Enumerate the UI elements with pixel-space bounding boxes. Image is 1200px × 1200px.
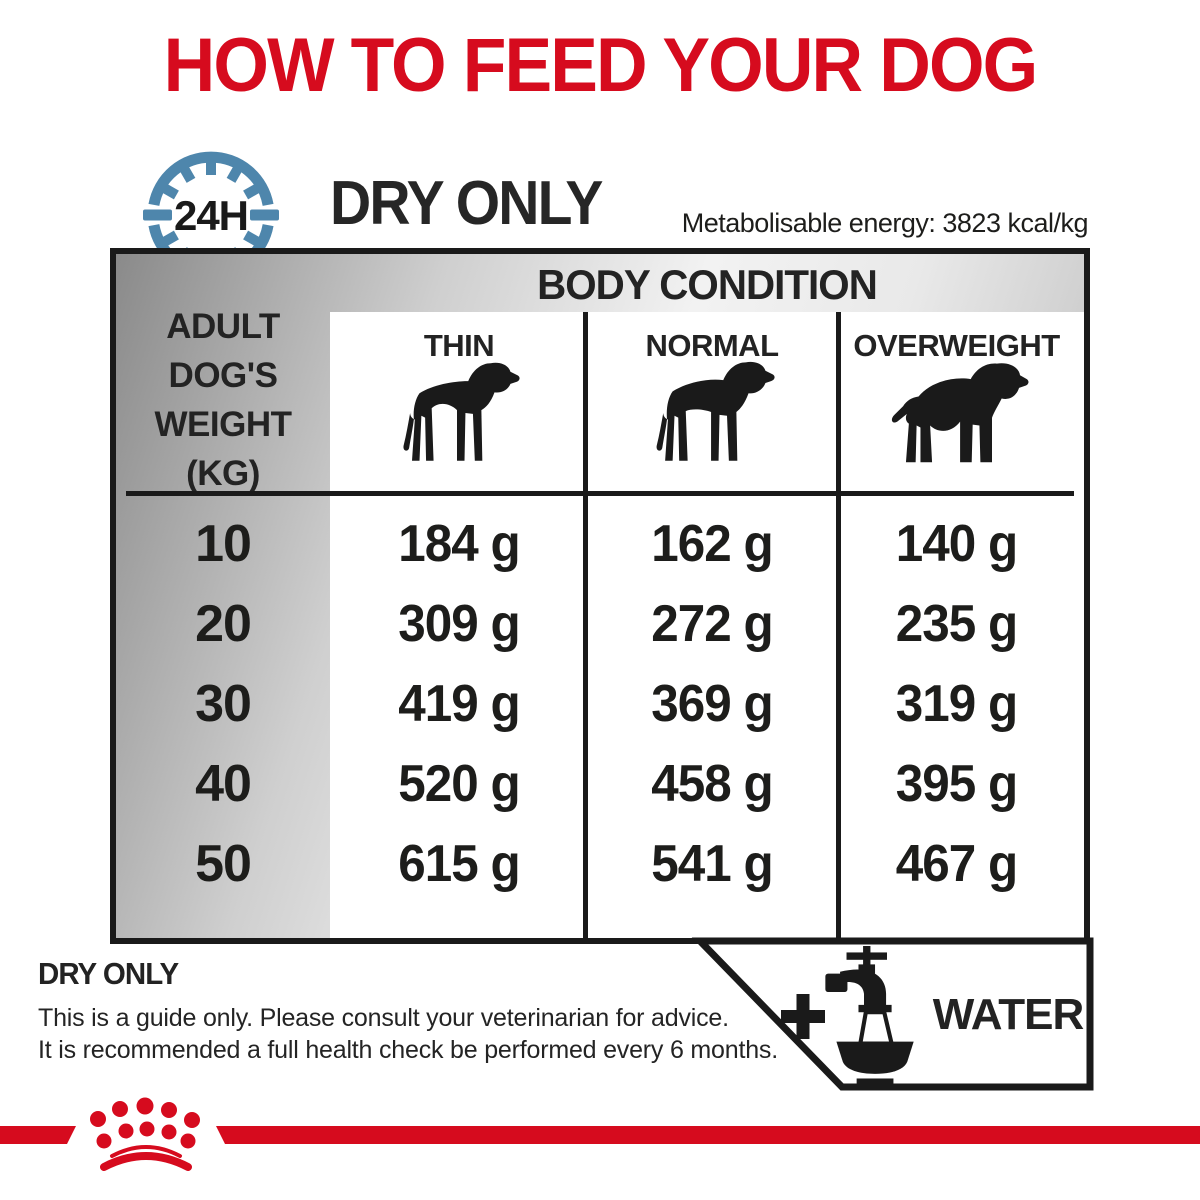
overweight-dog-icon: [891, 363, 1029, 463]
clock-24h-icon: 24H: [142, 146, 280, 284]
water-tap-icon: [825, 946, 914, 1084]
table-row: 50 615 g 541 g 467 g: [116, 824, 1084, 904]
weight-column-header: ADULT DOG'S WEIGHT (KG): [116, 302, 330, 498]
column-header-normal: NORMAL: [645, 328, 779, 363]
metabolisable-energy: Metabolisable energy: 3823 kcal/kg: [681, 208, 1089, 239]
footnote-title: DRY ONLY: [38, 956, 179, 991]
page-title: HOW TO FEED YOUR DOG: [163, 23, 1039, 108]
weight-header-line: DOG'S: [168, 356, 278, 395]
footnote-line: It is recommended a full health check be…: [38, 1036, 778, 1064]
weight-header-line: ADULT: [166, 307, 280, 346]
column-divider: [836, 312, 841, 938]
ration-normal: 541 g: [651, 835, 774, 893]
ration-normal: 162 g: [651, 515, 774, 573]
header-divider-rule: [126, 491, 1074, 496]
energy-label: Metabolisable energy:: [681, 208, 936, 238]
table-row: 30 419 g 369 g 319 g: [116, 664, 1084, 744]
table-row: 20 309 g 272 g 235 g: [116, 584, 1084, 664]
ration-overweight: 235 g: [895, 595, 1019, 653]
ration-overweight: 140 g: [895, 515, 1019, 573]
ration-thin: 419 g: [398, 675, 521, 733]
body-condition-header: BODY CONDITION: [537, 261, 878, 308]
column-header-thin: THIN: [423, 328, 495, 363]
table-row: 40 520 g 458 g 395 g: [116, 744, 1084, 824]
clock-24h-svg: 24H: [143, 151, 279, 279]
ration-overweight: 395 g: [895, 755, 1019, 813]
normal-dog-icon: [656, 361, 775, 461]
weight-header-line: (KG): [186, 454, 260, 493]
water-panel-svg: WATER: [691, 937, 1094, 1091]
energy-value: 3823 kcal/kg: [942, 208, 1088, 238]
feeding-mode-heading: DRY ONLY: [330, 169, 603, 238]
column-header-overweight: OVERWEIGHT: [853, 328, 1060, 363]
clock-label: 24H: [174, 192, 248, 239]
ration-normal: 458 g: [651, 755, 774, 813]
brand-rule-right: [216, 1126, 1200, 1144]
weight-value: 10: [195, 515, 252, 573]
water-panel-shape: [691, 937, 1094, 1091]
footnote-line: This is a guide only. Please consult you…: [38, 1004, 729, 1032]
ration-normal: 369 g: [651, 675, 774, 733]
column-divider: [583, 312, 588, 938]
feeding-table: BODY CONDITION ADULT DOG'S WEIGHT (KG) T…: [110, 248, 1090, 944]
table-row: 10 184 g 162 g 140 g: [116, 504, 1084, 584]
weight-value: 40: [195, 755, 252, 813]
ration-thin: 309 g: [398, 595, 521, 653]
ration-overweight: 319 g: [895, 675, 1019, 733]
weight-value: 20: [195, 595, 252, 653]
brand-rule-left: [0, 1126, 76, 1144]
plus-icon: [781, 994, 825, 1039]
water-label: WATER: [933, 990, 1084, 1039]
weight-header-line: WEIGHT: [154, 405, 292, 444]
weight-value: 30: [195, 675, 252, 733]
royal-canin-crown-logo: [0, 1097, 1200, 1171]
water-callout-panel: WATER: [690, 932, 1098, 1096]
ration-thin: 520 g: [398, 755, 521, 813]
ration-thin: 615 g: [398, 835, 521, 893]
brand-footer: [0, 1095, 1200, 1200]
ration-thin: 184 g: [398, 515, 521, 573]
ration-overweight: 467 g: [895, 835, 1019, 893]
ration-normal: 272 g: [651, 595, 774, 653]
weight-value: 50: [195, 835, 252, 893]
thin-dog-icon: [403, 362, 520, 461]
